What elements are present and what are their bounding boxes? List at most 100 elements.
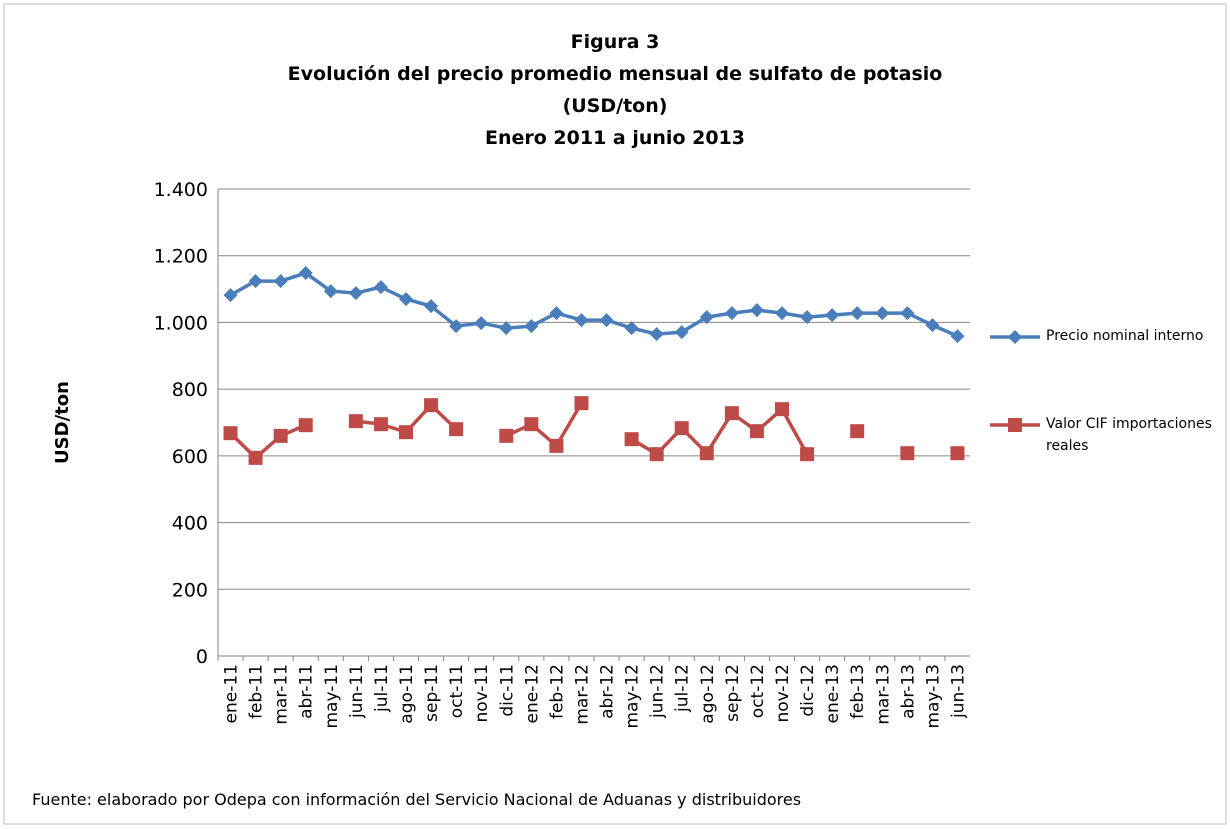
data-point xyxy=(724,306,739,321)
x-tick-label: dic-12 xyxy=(798,664,818,717)
x-tick-label: oct-11 xyxy=(447,664,467,718)
x-tick-label: ene-11 xyxy=(222,664,242,723)
x-tick-label: jun-12 xyxy=(648,664,668,719)
x-tick-label: jun-11 xyxy=(347,664,367,719)
x-tick-label: sep-12 xyxy=(723,664,743,722)
y-tick-label: 400 xyxy=(172,513,208,535)
legend-label: Valor CIF importaciones reales xyxy=(1046,416,1212,454)
data-point xyxy=(800,310,815,325)
data-point xyxy=(950,446,965,461)
data-point xyxy=(424,398,439,413)
data-point xyxy=(248,450,263,465)
data-point xyxy=(449,422,464,437)
data-point xyxy=(925,318,940,333)
source-note: Fuente: elaborado por Odepa con informac… xyxy=(32,790,802,809)
x-tick-label: may-13 xyxy=(923,664,943,729)
chart-title: Figura 3 xyxy=(571,31,660,53)
data-point xyxy=(574,396,589,411)
x-tick-label: ene-13 xyxy=(823,664,843,723)
data-point xyxy=(599,313,614,328)
y-axis-label: USD/ton xyxy=(52,381,73,464)
x-tick-label: abr-11 xyxy=(297,664,317,719)
series-line xyxy=(229,271,959,338)
x-tick-label: may-11 xyxy=(322,664,342,729)
data-point xyxy=(875,306,890,321)
x-tick-label: jun-13 xyxy=(948,664,968,719)
x-tick-label: mar-12 xyxy=(572,664,592,725)
data-point xyxy=(724,406,739,421)
data-point xyxy=(775,402,789,417)
x-tick-label: abr-12 xyxy=(598,664,618,719)
data-point xyxy=(950,329,965,344)
data-point xyxy=(298,266,313,281)
y-tick-label: 1.400 xyxy=(154,179,208,201)
data-point xyxy=(499,428,514,443)
data-point xyxy=(850,306,865,321)
data-point xyxy=(223,426,238,441)
y-tick-label: 200 xyxy=(172,579,208,601)
data-point xyxy=(699,310,714,325)
x-tick-label: oct-12 xyxy=(748,664,768,718)
data-point xyxy=(399,425,413,440)
x-tick-label: dic-11 xyxy=(497,664,517,717)
data-point xyxy=(800,447,815,462)
data-point xyxy=(649,447,664,462)
data-point xyxy=(549,306,564,321)
x-tick-label: may-12 xyxy=(623,664,643,729)
data-point xyxy=(424,299,439,314)
x-tick-label: ene-12 xyxy=(522,664,542,723)
x-tick-label: ago-11 xyxy=(397,664,417,724)
frame xyxy=(3,3,1227,825)
y-tick-label: 1.200 xyxy=(154,246,208,268)
data-point xyxy=(549,438,564,453)
legend-marker xyxy=(1008,418,1022,432)
data-point xyxy=(900,446,915,461)
y-tick-label: 1.000 xyxy=(154,312,208,334)
data-point xyxy=(348,414,363,429)
data-point xyxy=(749,424,764,439)
x-tick-label: feb-13 xyxy=(848,664,868,719)
x-tick-label: abr-13 xyxy=(898,664,918,719)
data-point xyxy=(674,325,689,340)
data-point xyxy=(373,417,388,432)
legend-marker xyxy=(1008,330,1022,344)
y-tick-label: 800 xyxy=(172,379,208,401)
x-tick-label: mar-13 xyxy=(873,664,893,725)
data-point xyxy=(749,303,764,318)
data-point xyxy=(449,319,464,334)
data-point xyxy=(624,321,639,336)
x-tick-label: nov-12 xyxy=(773,664,793,723)
y-tick-label: 600 xyxy=(172,446,208,468)
x-tick-label: feb-11 xyxy=(247,664,267,719)
data-point xyxy=(248,274,263,289)
data-point xyxy=(499,321,514,336)
data-point xyxy=(298,418,313,433)
x-tick-label: nov-11 xyxy=(472,664,492,723)
x-tick-label: ago-12 xyxy=(698,664,718,724)
data-point xyxy=(399,292,413,307)
x-tick-label: jul-12 xyxy=(673,664,693,713)
data-point xyxy=(273,274,288,289)
data-point xyxy=(850,424,865,439)
chart-title: Evolución del precio promedio mensual de… xyxy=(288,63,943,85)
x-tick-label: mar-11 xyxy=(272,664,292,725)
x-tick-label: sep-11 xyxy=(422,664,442,722)
legend-label: Precio nominal interno xyxy=(1046,328,1204,344)
data-point xyxy=(825,308,840,323)
data-point xyxy=(674,421,689,436)
series-line xyxy=(231,403,958,458)
data-point xyxy=(223,288,238,303)
chart-title: Enero 2011 a junio 2013 xyxy=(485,127,745,149)
data-point xyxy=(323,284,338,299)
data-point xyxy=(775,306,789,321)
data-point xyxy=(900,306,915,321)
data-point xyxy=(524,319,539,334)
data-point xyxy=(474,316,489,331)
data-point xyxy=(649,327,664,342)
data-point xyxy=(624,432,639,447)
y-tick-label: 0 xyxy=(196,646,208,668)
data-point xyxy=(699,446,714,461)
data-point xyxy=(524,417,539,432)
